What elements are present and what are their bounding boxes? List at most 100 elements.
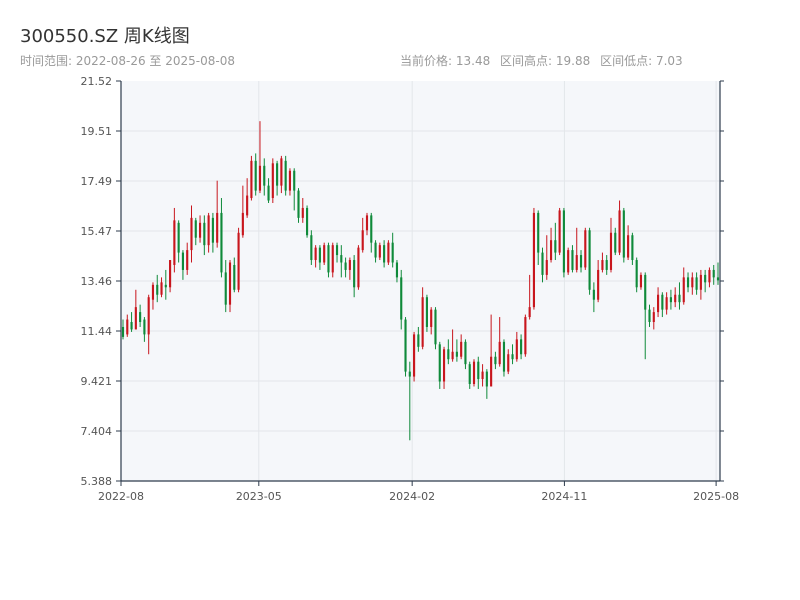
candle-body (712, 269, 715, 278)
candle-body (648, 309, 651, 323)
candle-body (263, 165, 266, 186)
candle-body (151, 284, 155, 300)
candle-body (549, 240, 553, 261)
candle-body (203, 222, 206, 246)
candle-body (665, 297, 668, 310)
candle-body (216, 212, 219, 243)
candle-body (614, 232, 617, 253)
candle-body (644, 274, 647, 310)
candle-body (271, 163, 274, 199)
candle-body (357, 247, 360, 288)
candle-body (181, 252, 184, 270)
y-tick-label: 11.44 (81, 325, 113, 338)
candle-body (669, 297, 672, 303)
x-tick-label: 2024-11 (541, 490, 587, 503)
candle-body (220, 212, 223, 273)
candle-body (156, 284, 159, 295)
candle-body (254, 160, 257, 191)
candle-body (237, 232, 240, 290)
chart-title: 300550.SZ 周K线图 (20, 26, 190, 47)
candle-body (314, 247, 317, 261)
candle-body (143, 319, 146, 335)
candle-body (442, 349, 446, 382)
candle-body (537, 212, 540, 253)
candle-body (130, 322, 133, 330)
candle-body (417, 334, 420, 347)
candle-body (305, 207, 309, 236)
candle-body (438, 344, 441, 382)
candle-body (695, 277, 698, 290)
x-tick-label: 2022-08 (98, 490, 144, 503)
candle-body (186, 250, 189, 270)
candle-body (498, 341, 501, 365)
candle-body (622, 210, 625, 258)
candle-body (121, 326, 125, 337)
candle-body (421, 297, 424, 347)
candle-body (716, 277, 720, 281)
candle-body (139, 312, 142, 323)
candle-body (198, 222, 202, 238)
candle-body (597, 269, 600, 300)
candle-body (374, 242, 377, 258)
x-tick-label: 2023-05 (236, 490, 282, 503)
candle-body (400, 277, 403, 320)
candle-body (682, 277, 685, 303)
candle-body (340, 255, 343, 263)
axes: 21.52 19.51 17.49 15.47 13.46 11.44 9.421 7.404… (81, 75, 740, 503)
candle-body (365, 215, 369, 231)
candle-body (455, 351, 458, 357)
candle-body (451, 351, 454, 360)
candle-body (404, 319, 407, 372)
candle-body (391, 242, 394, 263)
candle-body (674, 294, 677, 303)
candle-body (481, 371, 484, 380)
candles (121, 121, 720, 441)
y-tick-label: 15.47 (81, 225, 113, 238)
candle-body (541, 252, 544, 275)
candle-body (134, 307, 137, 330)
candle-body (160, 282, 163, 295)
candle-body (194, 220, 197, 238)
candle-body (434, 309, 437, 345)
candle-body (267, 185, 270, 201)
candle-body (575, 255, 578, 270)
y-tick-label: 17.49 (81, 175, 113, 188)
candle-body (327, 245, 330, 273)
candle-body (652, 312, 655, 323)
y-tick-label: 21.52 (81, 75, 113, 88)
candle-body (507, 354, 510, 372)
candle-body (704, 274, 707, 283)
candle-body (378, 245, 381, 258)
candle-body (284, 160, 287, 191)
candle-body (502, 341, 506, 372)
candle-body (592, 289, 595, 300)
candle-body (348, 260, 351, 270)
candle-body (258, 165, 262, 191)
candle-body (370, 215, 373, 243)
candle-body (678, 294, 681, 303)
candle-body (126, 319, 129, 335)
y-tick-label: 7.404 (81, 425, 113, 438)
x-tick-label: 2024-02 (389, 490, 435, 503)
candle-body (567, 250, 570, 273)
candle-body (558, 210, 561, 253)
candle-body (708, 269, 711, 283)
x-tick-label: 2025-08 (693, 490, 739, 503)
candle-body (661, 294, 664, 310)
candle-body (413, 334, 416, 377)
candle-body (532, 212, 536, 308)
candle-body (318, 247, 321, 263)
candle-body (627, 235, 630, 258)
candle-body (639, 274, 643, 288)
candle-body (657, 294, 660, 313)
range-high-label: 区间高点: 19.88 (500, 54, 591, 68)
candle-body (691, 277, 694, 288)
candle-body (297, 190, 300, 218)
candle-body (276, 163, 279, 186)
candle-body (468, 364, 471, 385)
candle-body (490, 356, 493, 387)
candle-body (246, 195, 249, 216)
candle-body (177, 222, 180, 253)
candle-body (387, 242, 390, 263)
